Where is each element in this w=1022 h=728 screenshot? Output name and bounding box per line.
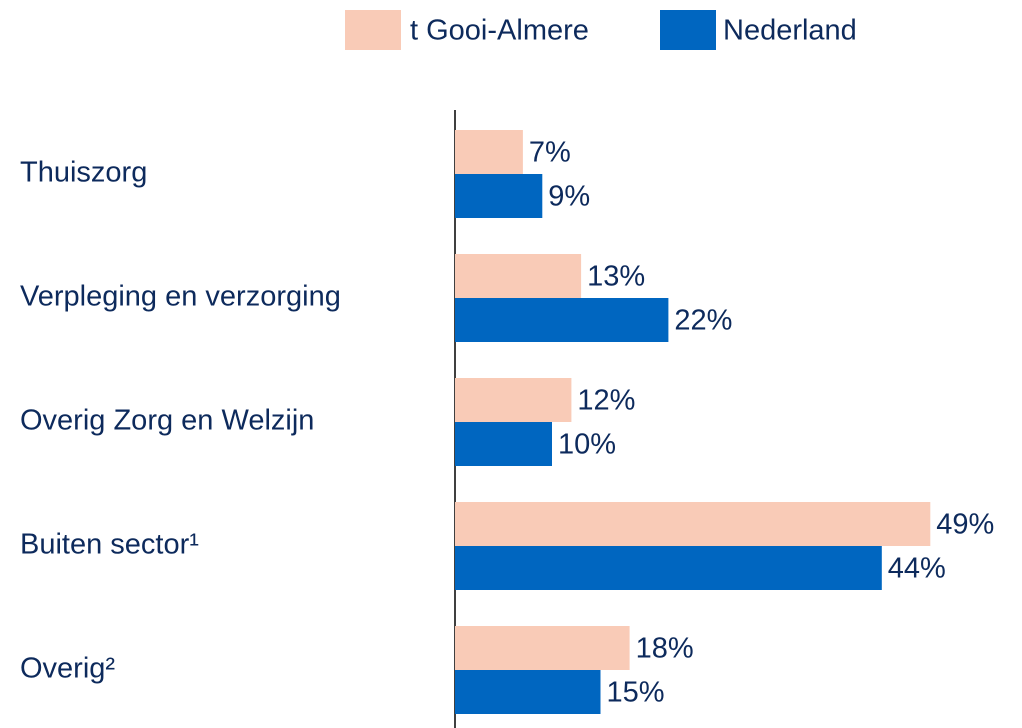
value-label: 13% <box>587 261 645 293</box>
legend-swatch <box>660 10 716 50</box>
legend-swatch <box>345 10 401 50</box>
category-label: Overig Zorg en Welzijn <box>20 405 314 437</box>
bar <box>455 422 552 466</box>
value-label: 9% <box>548 181 590 213</box>
category-label: Overig² <box>20 653 115 685</box>
bar <box>455 130 523 174</box>
value-label: 18% <box>636 633 694 665</box>
value-label: 15% <box>607 677 665 709</box>
legend-label: Nederland <box>723 15 857 47</box>
bar <box>455 502 931 546</box>
bar <box>455 298 669 342</box>
category-label: Thuiszorg <box>20 157 147 189</box>
value-label: 44% <box>888 553 946 585</box>
bar <box>455 546 882 590</box>
bar <box>455 626 630 670</box>
value-label: 22% <box>674 305 732 337</box>
bar <box>455 174 543 218</box>
value-label: 12% <box>577 385 635 417</box>
value-label: 49% <box>936 509 994 541</box>
bar <box>455 670 601 714</box>
value-label: 10% <box>558 429 616 461</box>
category-label: Buiten sector¹ <box>20 529 199 561</box>
legend-label: t Gooi-Almere <box>410 15 589 47</box>
bar <box>455 254 582 298</box>
bar <box>455 378 572 422</box>
value-label: 7% <box>529 137 571 169</box>
category-label: Verpleging en verzorging <box>20 281 341 313</box>
